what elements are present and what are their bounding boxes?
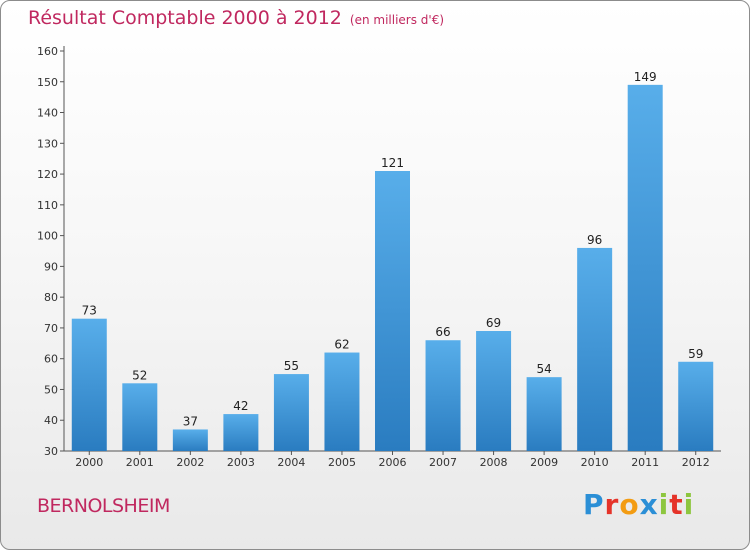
chart-title: Résultat Comptable 2000 à 2012 (en millie… [28, 7, 444, 29]
value-label-2001: 52 [132, 368, 147, 382]
value-label-2011: 149 [634, 70, 657, 84]
x-tick-label-2007: 2007 [429, 456, 457, 469]
value-label-2006: 121 [381, 156, 404, 170]
y-tick-label: 120 [37, 168, 58, 181]
proxiti-letter: t [669, 488, 684, 521]
plot-area: 30 40 50 60 70 80 90 100 110 120 130 140 150 160 73 200… [37, 45, 721, 469]
x-tick-label-2003: 2003 [227, 456, 255, 469]
bar-2007 [425, 340, 461, 451]
bar-2006 [375, 171, 410, 451]
y-tick-label: 40 [44, 414, 58, 427]
x-tick-label-2002: 2002 [176, 456, 204, 469]
x-tick-label-2004: 2004 [277, 456, 305, 469]
bar-2001 [122, 383, 158, 451]
x-tick-label-2009: 2009 [530, 456, 558, 469]
x-tick-label-2001: 2001 [126, 456, 154, 469]
x-tick-label-2006: 2006 [379, 456, 407, 469]
y-tick-label: 110 [37, 199, 58, 212]
bar-2004 [273, 374, 309, 451]
value-label-2010: 96 [587, 233, 602, 247]
y-tick-label: 30 [44, 445, 58, 458]
y-tick-label: 60 [44, 353, 58, 366]
proxiti-letter: i [683, 488, 695, 521]
bar-2005 [324, 352, 360, 451]
proxiti-letter: o [619, 488, 640, 521]
bar-2012 [678, 361, 714, 451]
commune-name: BERNOLSHEIM [37, 495, 170, 517]
value-label-2009: 54 [536, 362, 551, 376]
x-tick-label-2011: 2011 [631, 456, 659, 469]
proxiti-letter: r [604, 488, 620, 521]
y-tick-label: 130 [37, 137, 58, 150]
bar-2009 [526, 377, 562, 451]
y-tick-label: 70 [44, 322, 58, 335]
bar-2003 [223, 414, 259, 451]
y-tick-label: 50 [44, 383, 58, 396]
value-label-2005: 62 [334, 338, 349, 352]
x-tick-label-2010: 2010 [581, 456, 609, 469]
value-label-2007: 66 [435, 325, 450, 339]
value-label-2000: 73 [82, 304, 97, 318]
x-tick-label-2000: 2000 [75, 456, 103, 469]
bar-2002 [172, 429, 208, 451]
x-tick-label-2008: 2008 [480, 456, 508, 469]
bar-2011 [627, 84, 663, 451]
value-label-2012: 59 [688, 347, 703, 361]
value-label-2004: 55 [284, 359, 299, 373]
proxiti-letter: x [639, 488, 659, 521]
chart-unit-label: (en milliers d'€) [349, 13, 445, 27]
value-label-2008: 69 [486, 316, 501, 330]
bar-2010 [577, 247, 613, 451]
proxiti-letter: i [658, 488, 670, 521]
proxiti-logo: Proxiti [583, 488, 694, 521]
value-label-2003: 42 [233, 399, 248, 413]
proxiti-letter: P [583, 488, 605, 521]
bar-2008 [476, 331, 512, 451]
bar-2000 [71, 318, 107, 451]
y-tick-label: 80 [44, 291, 58, 304]
y-tick-label: 90 [44, 260, 58, 273]
y-tick-label: 140 [37, 107, 58, 120]
value-label-2002: 37 [183, 414, 198, 428]
y-tick-label: 160 [37, 45, 58, 58]
y-tick-label: 150 [37, 76, 58, 89]
chart-title-text: Résultat Comptable 2000 à 2012 [28, 7, 342, 29]
y-tick-label: 100 [37, 230, 58, 243]
x-tick-label-2012: 2012 [682, 456, 710, 469]
x-tick-label-2005: 2005 [328, 456, 356, 469]
